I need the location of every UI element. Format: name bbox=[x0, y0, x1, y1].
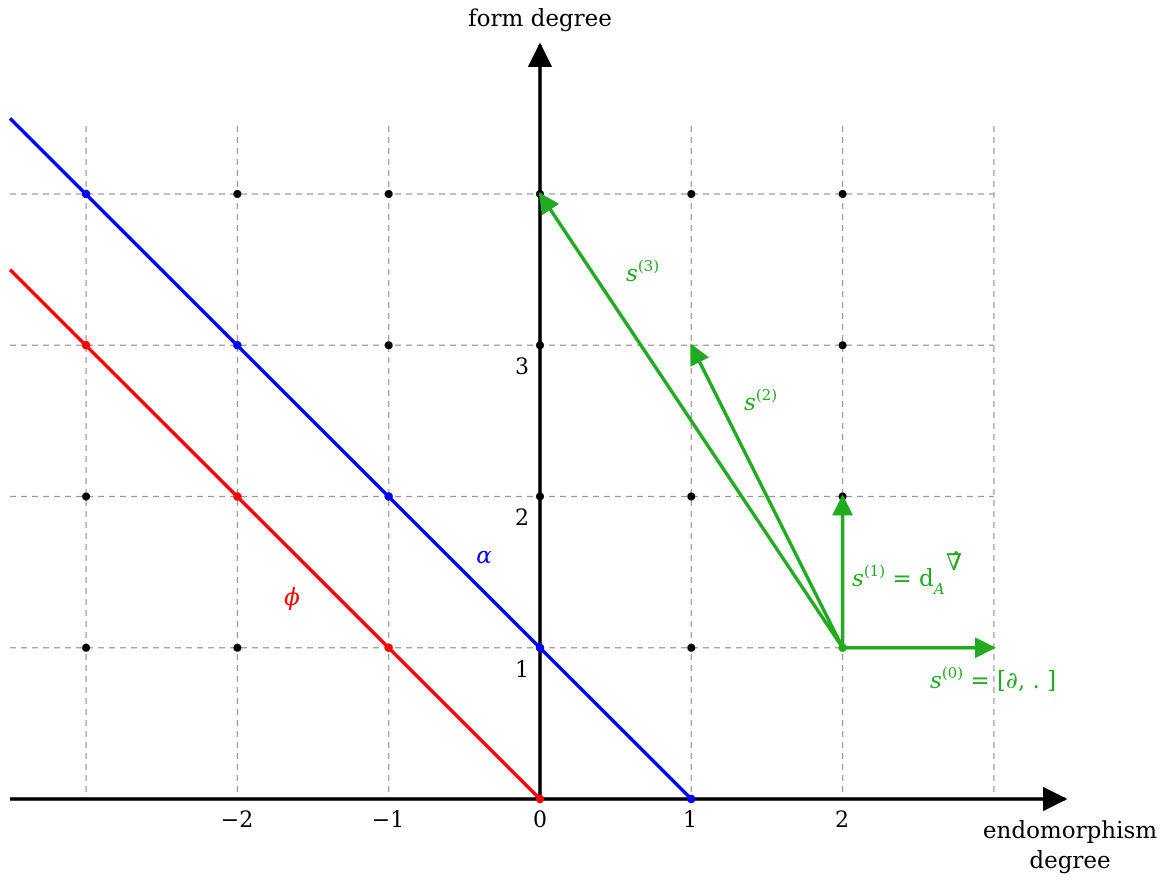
arrow-origin-point bbox=[838, 643, 847, 652]
phi-point bbox=[535, 794, 545, 804]
phi-line bbox=[8, 268, 542, 801]
s3-label: s(3) bbox=[626, 257, 659, 287]
x-tick-label: 2 bbox=[835, 808, 849, 833]
grid-point bbox=[687, 492, 696, 501]
phi-point bbox=[233, 492, 242, 501]
grid-point bbox=[384, 190, 393, 198]
x-tick-label: 1 bbox=[683, 808, 697, 833]
y-tick-label: 1 bbox=[515, 658, 529, 683]
grid-point bbox=[82, 492, 91, 501]
grid-point bbox=[536, 492, 544, 501]
x-axis-title-line2: degree bbox=[1029, 848, 1110, 874]
alpha-line bbox=[8, 117, 693, 801]
s2-arrow bbox=[689, 343, 845, 649]
phi-point bbox=[384, 643, 393, 652]
series-lines bbox=[8, 117, 693, 801]
grid-point bbox=[536, 341, 544, 350]
grid-point bbox=[384, 341, 393, 350]
s2-label: s(2) bbox=[744, 386, 777, 416]
x-tick-label: −1 bbox=[372, 808, 404, 833]
s3-arrow bbox=[538, 192, 845, 649]
grid-point bbox=[687, 643, 696, 652]
alpha-label: α bbox=[476, 543, 492, 569]
grid-points bbox=[81, 189, 847, 804]
x-axis-title-line1: endomorphism bbox=[983, 818, 1157, 844]
s1-nabla-hat: ∇̂ bbox=[946, 550, 962, 576]
s1-label: s(1) = dA bbox=[852, 562, 945, 598]
green-arrows bbox=[538, 192, 997, 659]
alpha-point bbox=[687, 794, 696, 804]
grid-lines bbox=[10, 125, 995, 799]
y-tick-label: 2 bbox=[515, 506, 529, 531]
alpha-point bbox=[384, 492, 393, 501]
phi-label: ϕ bbox=[284, 585, 300, 611]
y-axis-title: form degree bbox=[468, 6, 612, 32]
grid-point bbox=[687, 190, 696, 198]
x-tick-label: 0 bbox=[533, 808, 547, 833]
phi-point bbox=[81, 341, 91, 350]
alpha-point bbox=[233, 341, 242, 350]
grid-point bbox=[233, 190, 242, 198]
alpha-point bbox=[535, 643, 545, 652]
alpha-point bbox=[81, 189, 91, 199]
x-tick-label: −2 bbox=[221, 808, 253, 833]
grid-point bbox=[838, 190, 847, 198]
grid-point bbox=[82, 643, 91, 652]
s0-label: s(0) = [∂, . ] bbox=[930, 664, 1056, 694]
grid-point bbox=[233, 643, 242, 652]
y-tick-label: 3 bbox=[515, 355, 529, 380]
grid-point bbox=[838, 341, 847, 350]
